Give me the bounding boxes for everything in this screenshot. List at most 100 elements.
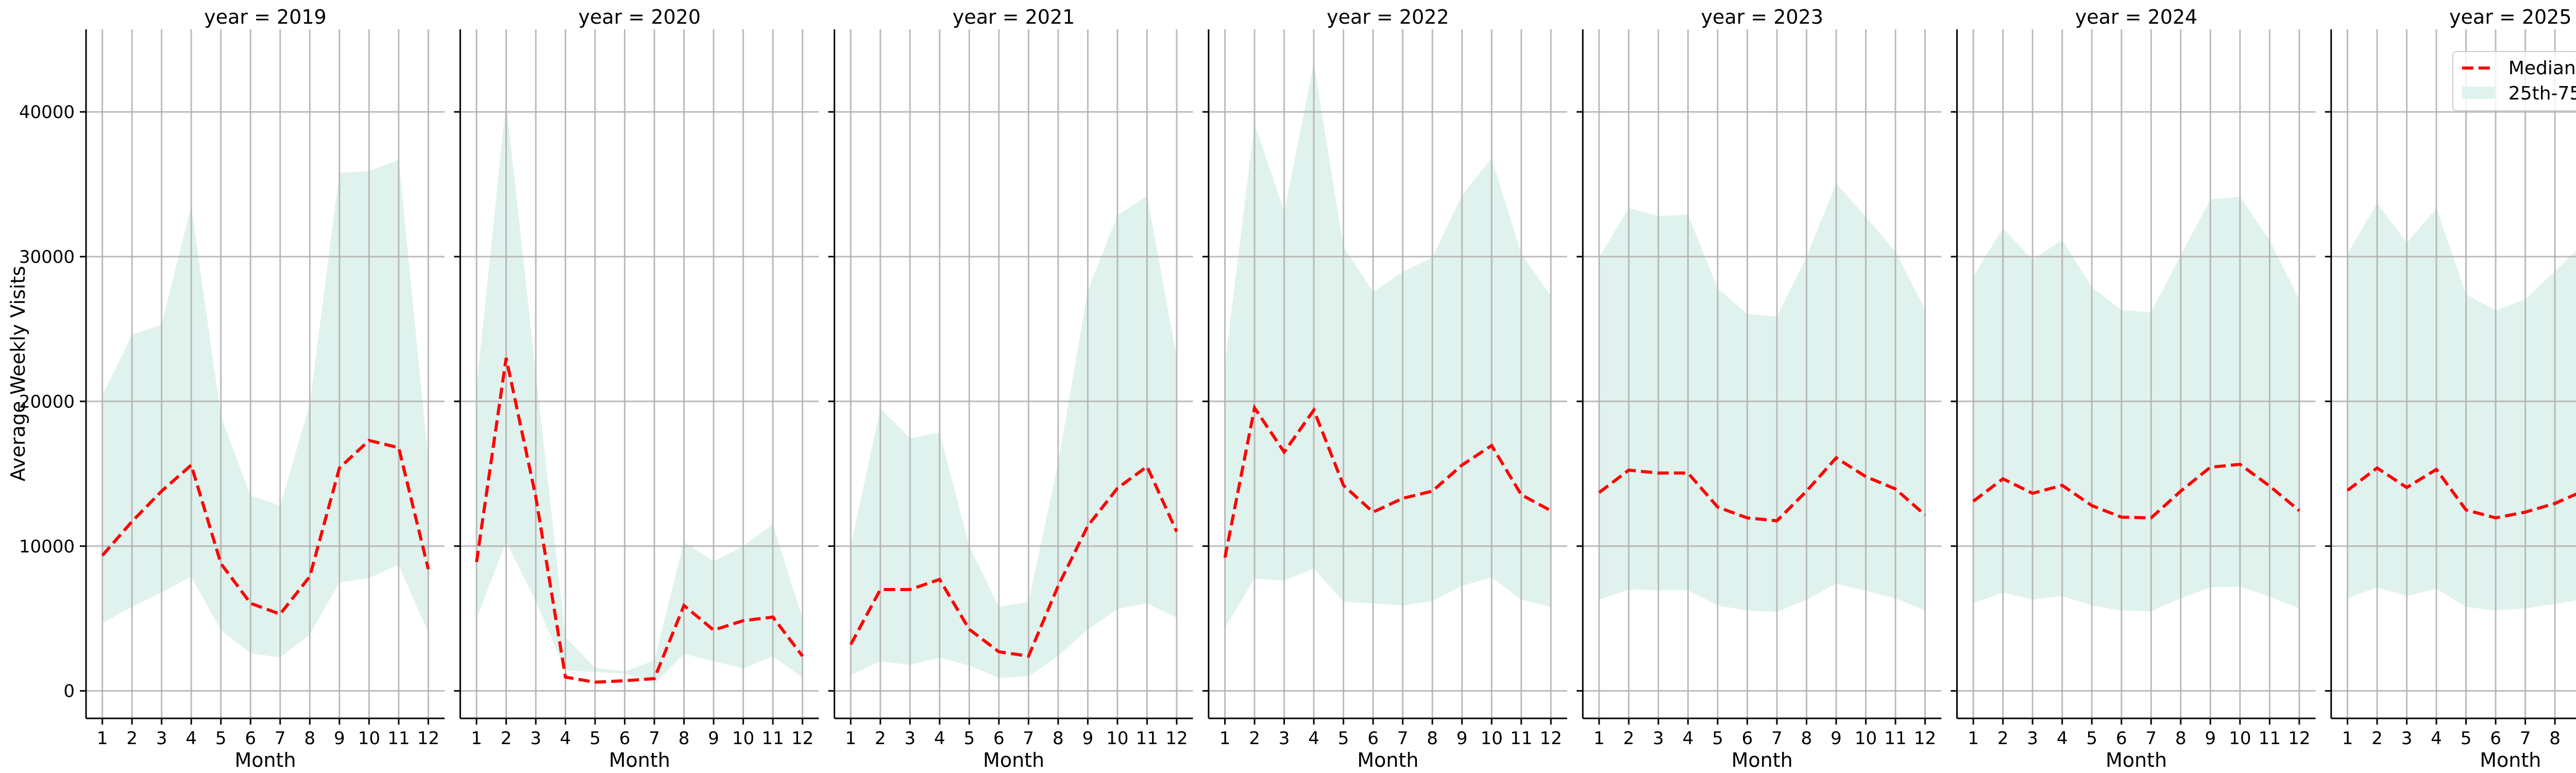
x-tick-label: 1 (1968, 728, 1979, 749)
x-tick-label: 12 (791, 728, 814, 749)
percentile-band (2347, 203, 2576, 611)
x-tick-label: 6 (245, 728, 256, 749)
x-tick-label: 7 (1771, 728, 1783, 749)
x-tick-label: 5 (963, 728, 975, 749)
percentile-band (851, 196, 1177, 678)
y-tick-label: 10000 (19, 536, 75, 557)
x-tick-label: 6 (1742, 728, 1753, 749)
x-tick-label: 1 (471, 728, 482, 749)
x-tick-label: 4 (1683, 728, 1694, 749)
x-tick-label: 11 (1510, 728, 1532, 749)
x-axis-label: Month (1732, 749, 1793, 771)
y-tick-label: 20000 (19, 392, 75, 412)
x-tick-label: 10 (358, 728, 380, 749)
x-tick-label: 4 (185, 728, 197, 749)
percentile-band (1973, 196, 2299, 612)
percentile-band (102, 159, 429, 658)
x-tick-label: 2 (1623, 728, 1635, 749)
median-line (1972, 462, 2300, 520)
x-tick-label: 6 (2490, 728, 2501, 749)
x-tick-label: 3 (2027, 728, 2038, 749)
facet-title: year = 2019 (204, 6, 326, 28)
x-tick-label: 8 (679, 728, 690, 749)
x-tick-label: 12 (1165, 728, 1188, 749)
facet-title: year = 2024 (2075, 6, 2197, 28)
median-line (2346, 466, 2576, 520)
x-tick-label: 2 (875, 728, 886, 749)
x-tick-label: 8 (1801, 728, 1812, 749)
x-tick-label: 3 (156, 728, 167, 749)
x-tick-label: 10 (732, 728, 754, 749)
percentile-band (476, 102, 803, 684)
x-tick-label: 7 (275, 728, 286, 749)
x-tick-label: 4 (2431, 728, 2442, 749)
x-tick-label: 8 (2175, 728, 2187, 749)
facet-title: year = 2020 (579, 6, 701, 28)
x-axis-label: Month (234, 749, 296, 771)
x-tick-label: 9 (334, 728, 345, 749)
x-tick-label: 12 (1540, 728, 1562, 749)
y-tick-label: 30000 (19, 247, 75, 267)
x-tick-label: 7 (1397, 728, 1409, 749)
y-tick-label: 0 (63, 681, 75, 702)
x-tick-label: 8 (1427, 728, 1438, 749)
legend-median-label: Median (2509, 58, 2576, 79)
x-tick-label: 4 (560, 728, 571, 749)
x-tick-label: 9 (2205, 728, 2216, 749)
x-tick-label: 4 (1308, 728, 1319, 749)
x-tick-label: 9 (1082, 728, 1094, 749)
x-tick-label: 7 (2145, 728, 2157, 749)
x-tick-label: 6 (619, 728, 631, 749)
x-tick-label: 1 (1594, 728, 1605, 749)
median-line (474, 357, 804, 684)
x-tick-label: 7 (649, 728, 660, 749)
x-tick-label: 4 (2057, 728, 2068, 749)
x-tick-label: 2 (126, 728, 138, 749)
x-axis-label: Month (2106, 749, 2167, 771)
x-tick-label: 11 (1136, 728, 1158, 749)
x-tick-label: 5 (589, 728, 601, 749)
x-tick-label: 1 (845, 728, 856, 749)
x-tick-label: 11 (387, 728, 410, 749)
x-tick-label: 9 (1831, 728, 1842, 749)
x-axis-label: Month (983, 749, 1044, 771)
x-tick-label: 3 (1279, 728, 1290, 749)
x-tick-label: 4 (934, 728, 945, 749)
x-tick-label: 5 (215, 728, 227, 749)
x-tick-label: 6 (1367, 728, 1379, 749)
x-tick-label: 2 (1249, 728, 1260, 749)
y-axis-label: Average Weekly Visits (7, 266, 29, 481)
x-tick-label: 8 (304, 728, 315, 749)
x-tick-label: 12 (417, 728, 439, 749)
facet-title: year = 2023 (1701, 6, 1823, 28)
x-tick-label: 9 (1456, 728, 1468, 749)
legend-band-swatch (2462, 87, 2495, 99)
x-tick-label: 7 (2520, 728, 2531, 749)
x-tick-label: 7 (1023, 728, 1035, 749)
x-tick-label: 8 (2549, 728, 2561, 749)
x-tick-label: 12 (2288, 728, 2310, 749)
x-tick-label: 10 (1481, 728, 1503, 749)
x-tick-label: 1 (1219, 728, 1231, 749)
x-tick-label: 6 (993, 728, 1005, 749)
legend: Median 25th-75th Percentile (2452, 51, 2576, 111)
x-tick-label: 2 (2371, 728, 2383, 749)
facet-title: year = 2022 (1327, 6, 1449, 28)
y-tick-label: 40000 (19, 102, 75, 123)
x-tick-label: 11 (762, 728, 784, 749)
x-axis-label: Month (2480, 749, 2541, 771)
facet-0: 1 2 3 4 5 6 7 8 9 10 11 12010000200003000040000Mont… (19, 6, 445, 771)
median-line (1598, 456, 1926, 523)
x-tick-label: 3 (904, 728, 916, 749)
x-tick-label: 3 (530, 728, 541, 749)
x-tick-label: 10 (2229, 728, 2251, 749)
x-tick-label: 5 (2461, 728, 2472, 749)
x-tick-label: 10 (1855, 728, 1877, 749)
median-line (849, 464, 1178, 658)
